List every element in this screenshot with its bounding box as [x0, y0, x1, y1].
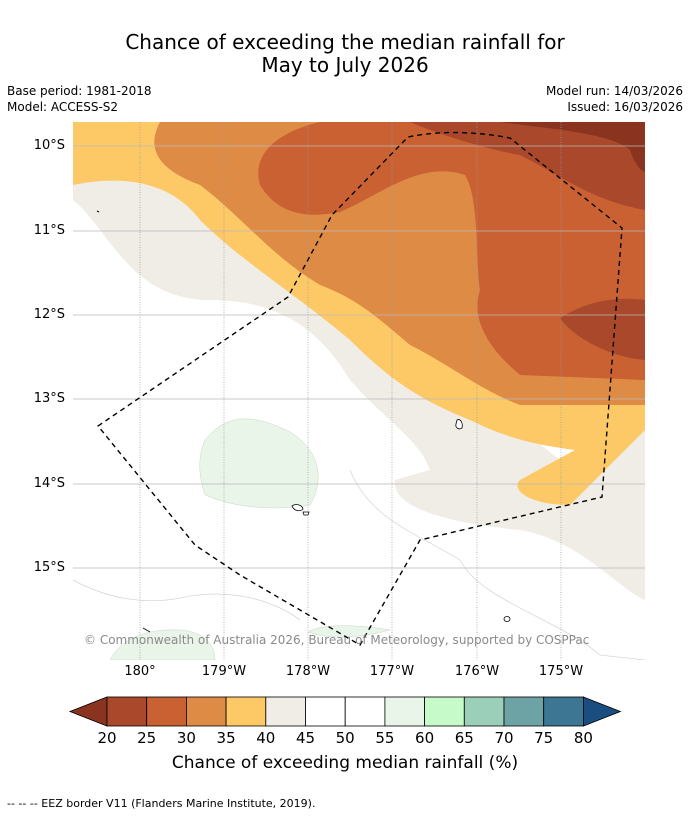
lat-label-3: 13°S [33, 391, 65, 406]
map-area [73, 122, 645, 660]
island-northwest [96, 210, 100, 213]
chart-title: Chance of exceeding the median rainfall … [0, 31, 690, 77]
colorbar-swatch-4 [265, 696, 306, 727]
meta-left: Base period: 1981-2018 Model: ACCESS-S2 [7, 83, 152, 115]
graticule [73, 122, 645, 660]
colorbar-tick-60: 60 [415, 729, 435, 747]
colorbar-tick-75: 75 [534, 729, 554, 747]
contour-line-west [73, 579, 301, 621]
eez-border [96, 131, 623, 646]
meta-right: Model run: 14/03/2026 Issued: 16/03/2026 [546, 83, 683, 115]
zone-20-25-north [410, 122, 645, 210]
title-line-2: May to July 2026 [261, 53, 429, 77]
lat-label-5: 15°S [33, 560, 65, 575]
colorbar-swatch-10 [503, 696, 545, 727]
lat-label-0: 10°S [33, 138, 65, 153]
lon-label-0: 180° [124, 664, 156, 679]
contour-line-east [349, 469, 645, 660]
colorbar-swatch-8 [424, 696, 465, 727]
colorbar-title: Chance of exceeding median rainfall (%) [171, 753, 519, 773]
colorbar-tick-40: 40 [256, 729, 276, 747]
zone-below-20 [500, 122, 645, 172]
island-southwest [142, 627, 151, 633]
lon-label-5: 175°W [538, 664, 584, 679]
zone-40-45 [73, 140, 645, 600]
zone-35-40 [73, 122, 645, 505]
colorbar-tick-30: 30 [176, 729, 196, 747]
colorbar-swatch-7 [384, 696, 425, 727]
island-center-small [302, 511, 310, 516]
lon-label-1: 179°W [201, 664, 247, 679]
colorbar-tick-35: 35 [216, 729, 236, 747]
colorbar [68, 696, 622, 727]
lon-label-2: 178°W [285, 664, 331, 679]
model-name: Model: ACCESS-S2 [7, 100, 119, 114]
colorbar-swatch-9 [463, 696, 505, 727]
lat-label-4: 14°S [33, 476, 65, 491]
colorbar-tick-55: 55 [375, 729, 395, 747]
zone-55-60-center [199, 418, 319, 509]
colorbar-swatch-1 [146, 696, 187, 727]
footnote: -- -- -- EEZ border V11 (Flanders Marine… [7, 797, 316, 810]
issued-date: Issued: 16/03/2026 [567, 100, 683, 114]
lon-label-3: 177°W [369, 664, 415, 679]
colorbar-tick-45: 45 [295, 729, 316, 747]
colorbar-tick-50: 50 [335, 729, 355, 747]
colorbar-tick-20: 20 [97, 729, 117, 747]
colorbar-tick-25: 25 [137, 729, 157, 747]
colorbar-swatch-0 [106, 696, 148, 727]
zone-25-30 [258, 122, 645, 380]
lon-label-4: 176°W [454, 664, 500, 679]
island-southeast [503, 616, 511, 622]
colorbar-swatch-11 [543, 696, 584, 727]
colorbar-tick-65: 65 [454, 729, 474, 747]
lat-label-1: 11°S [33, 223, 65, 238]
lat-label-2: 12°S [33, 307, 65, 322]
colorbar-tick-80: 80 [573, 729, 593, 747]
base-period: Base period: 1981-2018 [7, 84, 152, 98]
colorbar-swatch-6 [344, 696, 386, 727]
model-run: Model run: 14/03/2026 [545, 84, 683, 98]
colorbar-swatch-3 [225, 696, 267, 727]
colorbar-tick-70: 70 [494, 729, 514, 747]
map-credit: © Commonwealth of Australia 2026, Bureau… [84, 633, 590, 647]
title-line-1: Chance of exceeding the median rainfall … [125, 30, 565, 54]
colorbar-extend-above [583, 696, 622, 727]
island-east [455, 419, 463, 430]
zone-20-25-east [560, 298, 645, 360]
colorbar-swatch-5 [305, 696, 346, 727]
colorbar-extend-below [68, 696, 108, 727]
island-center [291, 504, 304, 512]
zone-55-60-south [109, 629, 216, 660]
colorbar-swatch-2 [185, 696, 227, 727]
